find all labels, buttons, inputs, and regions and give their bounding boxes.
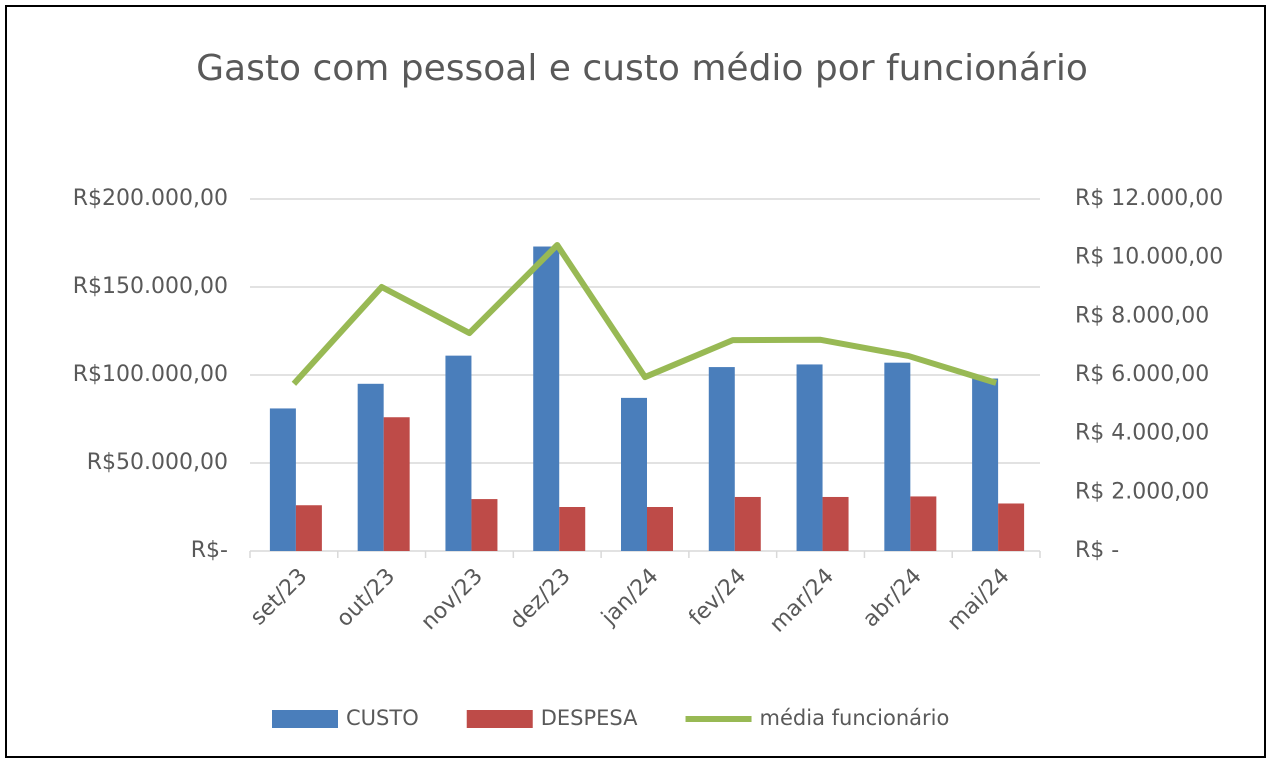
y2-tick-label: R$ 4.000,00 bbox=[1075, 421, 1209, 446]
y-tick-label: R$200.000,00 bbox=[73, 186, 228, 211]
bar bbox=[910, 496, 937, 551]
bar bbox=[471, 499, 498, 551]
bar bbox=[559, 507, 586, 551]
legend-label: DESPESA bbox=[541, 706, 638, 730]
bar bbox=[972, 378, 999, 551]
bar bbox=[533, 246, 560, 551]
bar bbox=[796, 364, 823, 551]
y2-tick-label: R$ - bbox=[1075, 538, 1119, 563]
bar bbox=[647, 507, 673, 551]
y-tick-label: R$50.000,00 bbox=[87, 450, 228, 475]
bar bbox=[445, 355, 472, 551]
bar bbox=[708, 367, 735, 551]
bar bbox=[357, 383, 384, 551]
chart-title: Gasto com pessoal e custo médio por func… bbox=[196, 48, 1088, 89]
bar bbox=[269, 408, 296, 551]
y-tick-label: R$100.000,00 bbox=[73, 362, 228, 387]
y-tick-label: R$- bbox=[191, 538, 228, 563]
legend-swatch bbox=[272, 710, 338, 728]
bar bbox=[295, 505, 322, 551]
bar bbox=[884, 362, 911, 551]
bar bbox=[734, 496, 761, 551]
bar bbox=[383, 417, 410, 551]
y2-tick-label: R$ 10.000,00 bbox=[1075, 245, 1223, 270]
legend-label: média funcionário bbox=[760, 706, 950, 730]
y-tick-label: R$150.000,00 bbox=[73, 274, 228, 299]
y2-tick-label: R$ 2.000,00 bbox=[1075, 479, 1209, 504]
line-series bbox=[291, 242, 997, 386]
y2-tick-label: R$ 6.000,00 bbox=[1075, 362, 1209, 387]
bar bbox=[621, 397, 647, 551]
y2-tick-label: R$ 8.000,00 bbox=[1075, 303, 1209, 328]
bar bbox=[822, 496, 849, 551]
legend-label: CUSTO bbox=[346, 706, 419, 730]
bar bbox=[998, 503, 1025, 551]
y2-tick-label: R$ 12.000,00 bbox=[1075, 186, 1223, 211]
chart-border bbox=[5, 5, 1266, 758]
legend-swatch bbox=[466, 710, 533, 728]
